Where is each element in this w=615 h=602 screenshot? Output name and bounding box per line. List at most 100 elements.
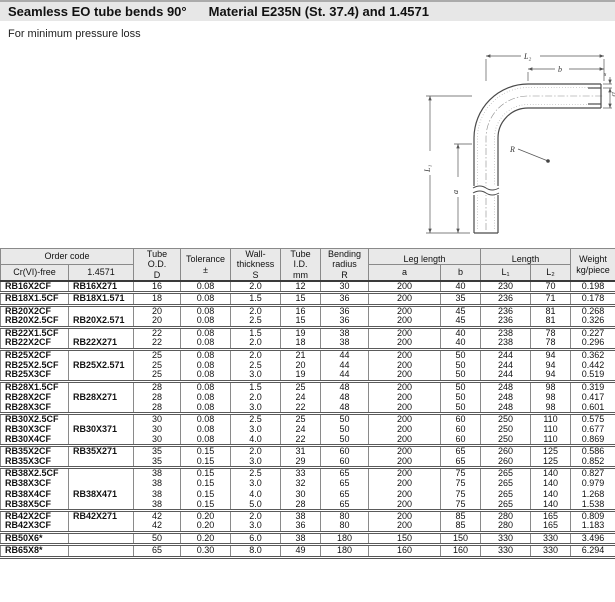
value-cell: 6.0 xyxy=(230,530,281,545)
table-row: RB25X2.5CF RB25X2.571 25 0.08 2.5 20 44 200 50 24… xyxy=(0,360,615,371)
value-cell: 0.30 xyxy=(180,543,231,558)
value-cell: 38 xyxy=(133,478,181,490)
value-cell: 60 xyxy=(320,456,369,468)
value-cell: 30 xyxy=(280,489,321,500)
value-cell: 0.979 xyxy=(570,478,615,490)
value-cell: 98 xyxy=(530,402,572,414)
value-cell: 160 xyxy=(439,543,482,558)
value-cell: 94 xyxy=(530,347,572,361)
value-cell: 0.15 xyxy=(180,489,231,500)
value-cell: 22 xyxy=(280,434,321,446)
tube-centerline xyxy=(485,95,604,230)
header-weight: Weight kg/piece xyxy=(570,248,615,282)
order-code-cell: RB38X5CF xyxy=(0,499,69,511)
value-cell: 200 xyxy=(368,434,441,446)
value-cell: 40 xyxy=(439,325,482,339)
value-cell: 0.15 xyxy=(180,466,231,479)
value-cell: 33 xyxy=(280,466,321,479)
value-cell: 6.294 xyxy=(570,543,615,558)
order-code-cell: RB22X271 xyxy=(68,338,134,350)
dim-label-l1: L₁ xyxy=(423,165,432,173)
value-cell: 1.538 xyxy=(570,499,615,511)
table-row: RB20X2CF 20 0.08 2.0 16 36 200 45 236 81 0.268 xyxy=(0,303,615,317)
value-cell: 3.0 xyxy=(230,456,281,468)
value-cell: 200 xyxy=(368,347,441,361)
header-length-l2: L₂ xyxy=(530,264,572,282)
header-tolerance: Tolerance ± xyxy=(180,248,231,282)
value-cell: 65 xyxy=(320,478,369,490)
order-code-cell: RB28X1.5CF xyxy=(0,379,69,393)
value-cell: 0.20 xyxy=(180,521,231,533)
value-cell: 8.0 xyxy=(230,543,281,558)
table-row: RB28X3CF 28 0.08 3.0 22 48 200 50 248 98 0.601 xyxy=(0,402,615,414)
value-cell: 2.5 xyxy=(230,466,281,479)
value-cell: 36 xyxy=(280,521,321,533)
value-cell: 36 xyxy=(320,316,369,328)
value-cell: 140 xyxy=(530,499,572,511)
order-code-cell: RB42X3CF xyxy=(0,521,69,533)
value-cell: 50 xyxy=(439,379,482,393)
dim-label-s: s xyxy=(604,72,607,78)
value-cell: 38 xyxy=(133,499,181,511)
value-cell: 65 xyxy=(439,456,482,468)
value-cell: 50 xyxy=(439,392,482,403)
order-code-cell: RB28X3CF xyxy=(0,402,69,414)
value-cell: 200 xyxy=(368,478,441,490)
table-row: RB65X8* 65 0.30 8.0 49 180 160 160 330 330 6.294 xyxy=(0,543,615,558)
value-cell: 20 xyxy=(133,316,181,328)
order-code-cell: RB25X2.571 xyxy=(68,360,134,371)
table-row: RB28X1.5CF 28 0.08 1.5 25 48 200 50 248 98 0.319 xyxy=(0,379,615,393)
value-cell: 21 xyxy=(280,347,321,361)
value-cell: 150 xyxy=(439,530,482,545)
value-cell: 0.519 xyxy=(570,370,615,382)
value-cell: 3.0 xyxy=(230,370,281,382)
value-cell: 0.08 xyxy=(180,281,231,293)
table-row: RB42X3CF 42 0.20 3.0 36 80 200 85 280 165 1.183 xyxy=(0,521,615,533)
value-cell: 25 xyxy=(280,412,321,425)
order-code-cell: RB18X1.571 xyxy=(68,291,134,306)
value-cell: 40 xyxy=(439,338,482,350)
value-cell: 2.5 xyxy=(230,412,281,425)
order-code-cell: RB22X2CF xyxy=(0,338,69,350)
value-cell: 125 xyxy=(530,456,572,468)
order-code-cell: RB42X271 xyxy=(68,508,134,522)
value-cell: 0.827 xyxy=(570,466,615,479)
value-cell: 140 xyxy=(530,489,572,500)
tube-break-mask xyxy=(472,186,500,195)
value-cell: 3.0 xyxy=(230,521,281,533)
value-cell: 29 xyxy=(280,456,321,468)
value-cell: 0.362 xyxy=(570,347,615,361)
value-cell: 65 xyxy=(439,444,482,457)
value-cell: 50 xyxy=(439,370,482,382)
value-cell: 45 xyxy=(439,316,482,328)
value-cell: 0.08 xyxy=(180,316,231,328)
table-row: RB22X1.5CF 22 0.08 1.5 19 38 200 40 238 78 0.227 xyxy=(0,325,615,339)
order-code-cell: RB20X2.571 xyxy=(68,316,134,328)
value-cell: 0.08 xyxy=(180,291,231,306)
value-cell: 18 xyxy=(280,338,321,350)
value-cell: 50 xyxy=(439,360,482,371)
value-cell: 165 xyxy=(530,508,572,522)
value-cell: 0.809 xyxy=(570,508,615,522)
table-row: RB25X2CF 25 0.08 2.0 21 44 200 50 244 94 0.362 xyxy=(0,347,615,361)
value-cell: 19 xyxy=(280,370,321,382)
order-code-cell: RB20X2CF xyxy=(0,303,69,317)
value-cell: 0.869 xyxy=(570,434,615,446)
value-cell: 70 xyxy=(530,281,572,293)
value-cell: 12 xyxy=(280,281,321,293)
value-cell: 4.0 xyxy=(230,489,281,500)
header-cr-free: Cr(VI)-free xyxy=(0,264,69,282)
value-cell: 330 xyxy=(530,530,572,545)
header-1-4571: 1.4571 xyxy=(68,264,134,282)
order-code-cell: RB35X271 xyxy=(68,444,134,457)
value-cell: 35 xyxy=(133,456,181,468)
value-cell: 3.0 xyxy=(230,402,281,414)
value-cell: 200 xyxy=(368,370,441,382)
table-row: RB28X2CF RB28X271 28 0.08 2.0 24 48 200 50 248 98 0… xyxy=(0,392,615,403)
table-row: RB30X4CF 30 0.08 4.0 22 50 200 60 250 110 0.869 xyxy=(0,434,615,446)
value-cell: 200 xyxy=(368,303,441,317)
value-cell: 31 xyxy=(280,444,321,457)
header-length-l1: L₁ xyxy=(480,264,532,282)
value-cell: 330 xyxy=(480,543,532,558)
value-cell: 98 xyxy=(530,379,572,393)
